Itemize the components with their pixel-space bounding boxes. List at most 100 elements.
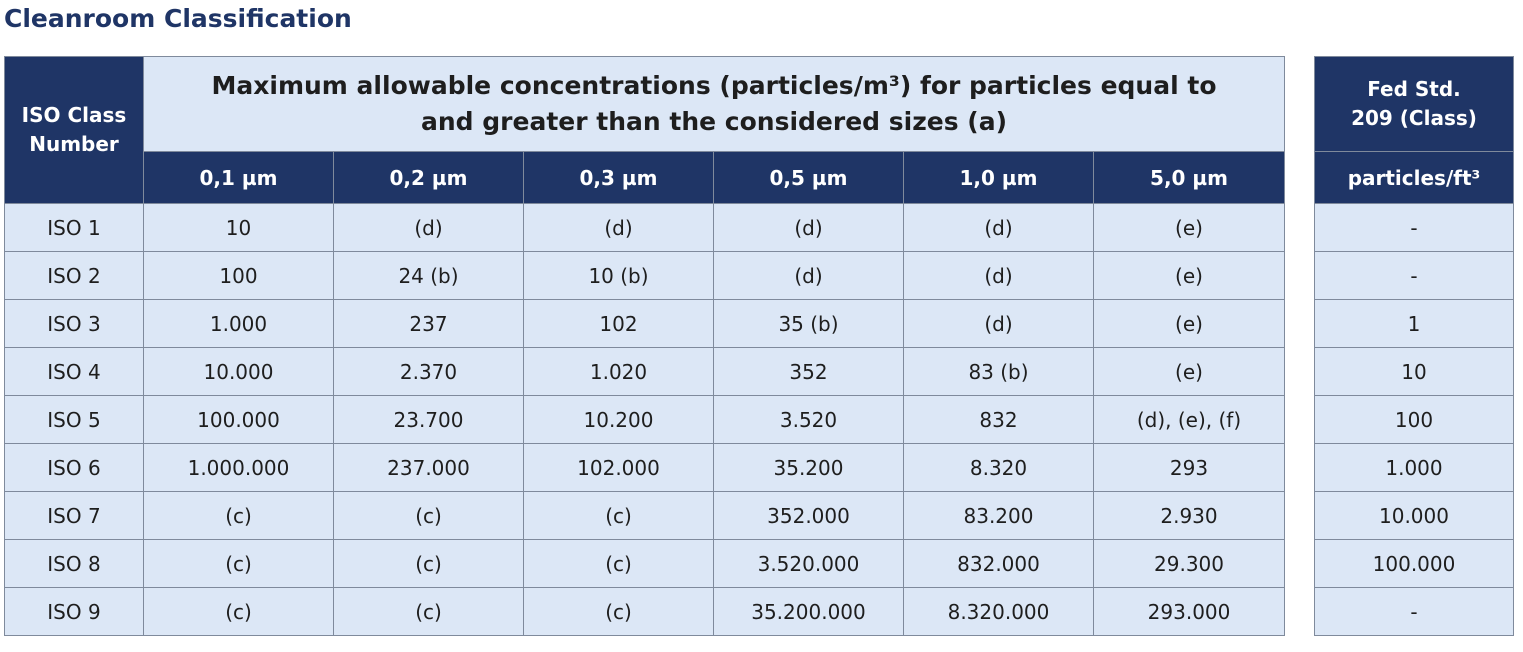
concentration-cell: 1.000.000 [143,443,334,492]
iso-class-cell: ISO 1 [4,203,144,252]
table-row: 1 [1314,299,1514,348]
page-title: Cleanroom Classification [4,4,352,33]
concentration-cell: (d) [333,203,524,252]
concentration-cell: 83.200 [903,491,1094,540]
fed-class-cell: - [1314,203,1514,252]
size-header: 0,3 µm [523,151,714,204]
size-header: 0,2 µm [333,151,524,204]
size-header: 1,0 µm [903,151,1094,204]
concentration-cell: (c) [143,539,334,588]
fed-class-cell: 1.000 [1314,443,1514,492]
table-row: 100 [1314,395,1514,444]
concentration-cell: (c) [143,587,334,636]
concentration-cell: 293.000 [1092,587,1286,636]
table-row: 10 [1314,347,1514,396]
size-header: 5,0 µm [1092,151,1286,204]
concentration-cell: (c) [333,587,524,636]
concentration-cell: (c) [333,539,524,588]
table-row: ISO 7 (c) (c) (c) 352.000 83.200 2.930 [4,491,1286,540]
table-row: - [1314,587,1514,636]
iso-class-cell: ISO 3 [4,299,144,348]
table-row: ISO 6 1.000.000 237.000 102.000 35.200 8.320 2… [4,443,1286,492]
concentration-cell: 35.200 [713,443,904,492]
iso-class-cell: ISO 6 [4,443,144,492]
concentration-cell: (d) [713,251,904,300]
fed-unit-header: particles/ft³ [1314,151,1514,204]
concentration-cell: 100.000 [143,395,334,444]
concentration-cell: (d) [523,203,714,252]
concentration-cell: 83 (b) [903,347,1094,396]
concentration-cell: 102.000 [523,443,714,492]
concentration-cell: 2.930 [1092,491,1286,540]
concentration-cell: (e) [1092,203,1286,252]
concentration-header: Maximum allowable concentrations (partic… [142,56,1286,152]
concentration-cell: 1.020 [523,347,714,396]
concentration-cell: 237 [333,299,524,348]
iso-class-cell: ISO 2 [4,251,144,300]
table-row: ISO 9 (c) (c) (c) 35.200.000 8.320.000 293.000 [4,587,1286,636]
fed-class-cell: 100.000 [1314,539,1514,588]
iso-class-number-header: ISO Class Number [4,56,144,204]
concentration-cell: 1.000 [143,299,334,348]
table-row: ISO 8 (c) (c) (c) 3.520.000 832.000 29.300 [4,539,1286,588]
table-row: ISO 4 10.000 2.370 1.020 352 83 (b) (e) [4,347,1286,396]
iso-class-cell: ISO 9 [4,587,144,636]
table-row: 1.000 [1314,443,1514,492]
concentration-cell: 3.520 [713,395,904,444]
concentration-cell: 3.520.000 [713,539,904,588]
table-row: ISO 5 100.000 23.700 10.200 3.520 832 (d), (e)… [4,395,1286,444]
iso-classification-table: ISO Class Number Maximum allowable conce… [4,56,1286,636]
concentration-cell: 35.200.000 [713,587,904,636]
iso-class-cell: ISO 7 [4,491,144,540]
concentration-cell: 8.320 [903,443,1094,492]
iso-class-cell: ISO 8 [4,539,144,588]
table-row: 10.000 [1314,491,1514,540]
concentration-cell: 10 (b) [523,251,714,300]
concentration-cell: (e) [1092,251,1286,300]
concentration-cell: (c) [523,491,714,540]
concentration-cell: (e) [1092,299,1286,348]
concentration-cell: (c) [333,491,524,540]
concentration-cell: 24 (b) [333,251,524,300]
fed-std-209-table: Fed Std. 209 (Class) particles/ft³ - -1 10… [1314,56,1514,636]
concentration-cell: 35 (b) [713,299,904,348]
table-row: - [1314,203,1514,252]
fed-class-cell: 10 [1314,347,1514,396]
concentration-cell: 293 [1092,443,1286,492]
concentration-cell: 832 [903,395,1094,444]
concentration-cell: 10.000 [143,347,334,396]
concentration-cell: 832.000 [903,539,1094,588]
fed-class-cell: 10.000 [1314,491,1514,540]
concentration-cell: 100 [143,251,334,300]
concentration-cell: (d) [903,203,1094,252]
table-row: 100.000 [1314,539,1514,588]
concentration-cell: (c) [143,491,334,540]
concentration-cell: 8.320.000 [903,587,1094,636]
concentration-cell: 237.000 [333,443,524,492]
concentration-cell: (d) [903,299,1094,348]
size-header: 0,1 µm [143,151,334,204]
fed-class-cell: 100 [1314,395,1514,444]
fed-std-header: Fed Std. 209 (Class) [1314,56,1514,152]
concentration-cell: 29.300 [1092,539,1286,588]
iso-class-cell: ISO 5 [4,395,144,444]
concentration-cell: (d) [903,251,1094,300]
table-row: - [1314,251,1514,300]
concentration-cell: (d), (e), (f) [1092,395,1286,444]
fed-class-cell: - [1314,587,1514,636]
concentration-cell: 23.700 [333,395,524,444]
table-row: ISO 3 1.000 237 102 35 (b) (d) (e) [4,299,1286,348]
fed-class-cell: - [1314,251,1514,300]
table-row: ISO 2 100 24 (b) 10 (b) (d) (d) (e) [4,251,1286,300]
concentration-cell: 2.370 [333,347,524,396]
size-header: 0,5 µm [713,151,904,204]
table-row: ISO 1 10 (d) (d) (d) (d) (e) [4,203,1286,252]
concentration-cell: 352 [713,347,904,396]
concentration-cell: (c) [523,539,714,588]
concentration-cell: (d) [713,203,904,252]
concentration-cell: (c) [523,587,714,636]
concentration-cell: 352.000 [713,491,904,540]
concentration-cell: 10.200 [523,395,714,444]
concentration-cell: 102 [523,299,714,348]
iso-class-cell: ISO 4 [4,347,144,396]
